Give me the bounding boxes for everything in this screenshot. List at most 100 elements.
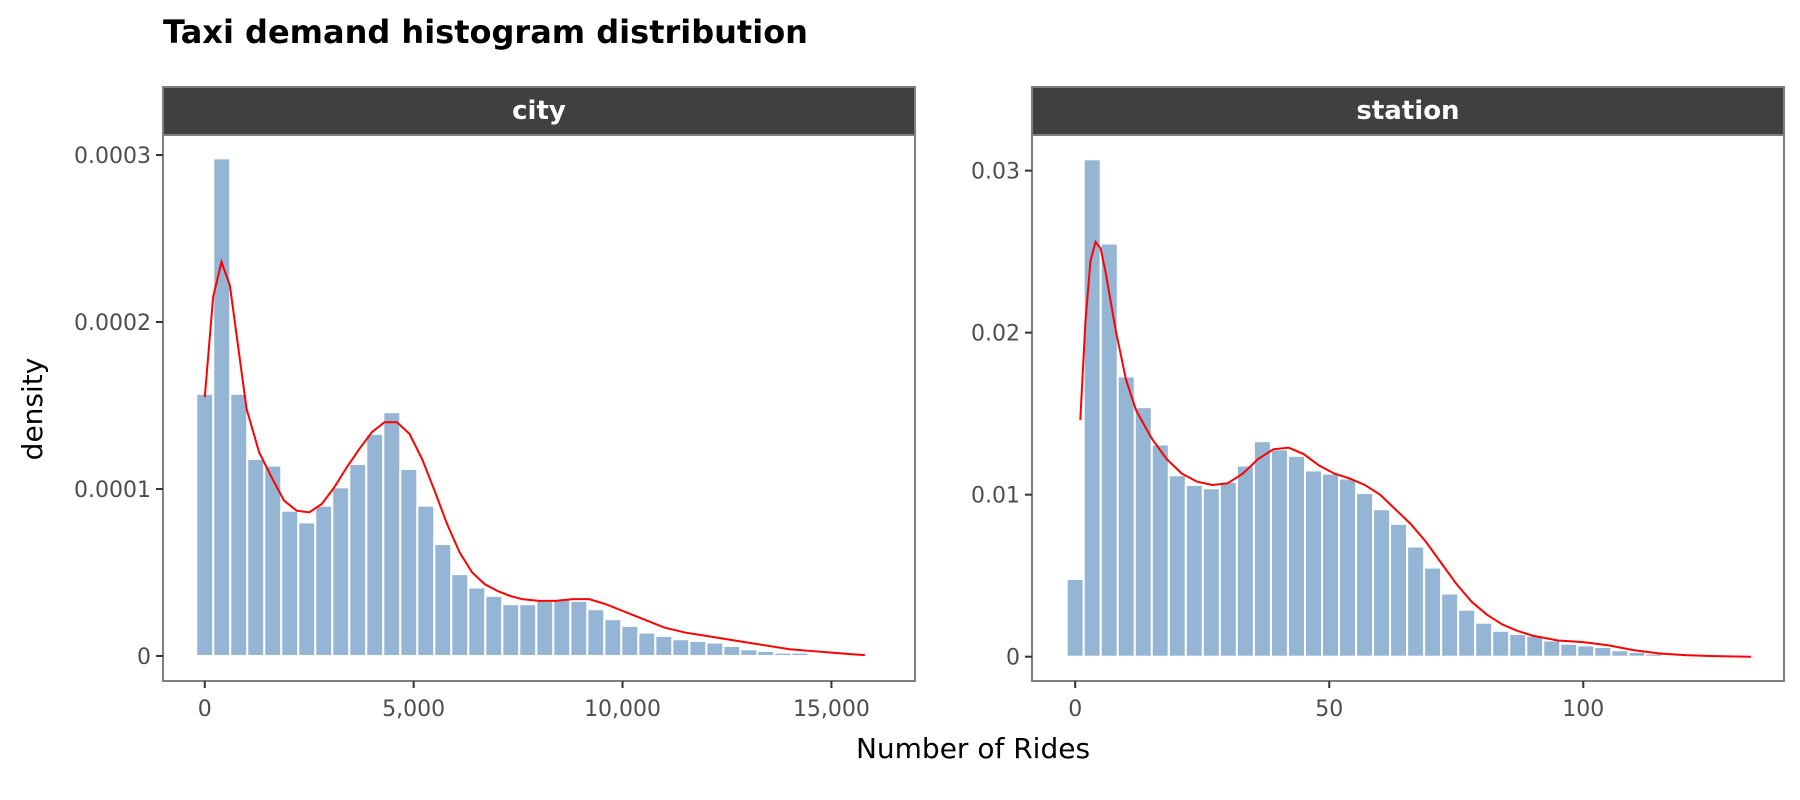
histogram-bar-station xyxy=(1508,633,1528,658)
x-tick-label-city: 5,000 xyxy=(382,697,445,722)
histogram-bar-station xyxy=(1252,440,1272,658)
histogram-bar-station xyxy=(1218,480,1238,658)
histogram-bar-station xyxy=(1355,492,1375,658)
x-tick-label-station: 50 xyxy=(1315,697,1343,722)
y-tick-label-city: 0 xyxy=(137,645,151,670)
histogram-bar-station xyxy=(1338,477,1358,658)
y-axis-city: 0 0.0001 0.0002 0.0003 xyxy=(74,144,163,670)
histogram-bar-city xyxy=(331,486,351,657)
y-tick-label-station: 0.02 xyxy=(971,322,1020,347)
facet-strip-station xyxy=(1031,86,1785,136)
histogram-bar-city xyxy=(212,157,232,657)
kde-curve-station xyxy=(1079,239,1751,658)
histogram-bar-station xyxy=(1423,566,1443,658)
histogram-bar-city xyxy=(501,603,521,657)
histogram-bar-station xyxy=(1389,522,1409,658)
histogram-bar-station xyxy=(1269,448,1289,658)
histogram-bar-city xyxy=(552,598,572,657)
y-tick-label-city: 0.0002 xyxy=(74,311,151,336)
facet-label-city: city xyxy=(512,96,566,126)
histogram-bar-city xyxy=(246,457,266,657)
histogram-bar-city xyxy=(739,648,759,657)
histogram-bar-city xyxy=(382,411,402,657)
x-tick-label-station: 0 xyxy=(1068,697,1082,722)
x-axis-station: 0 50 100 xyxy=(1068,681,1604,722)
histogram-bar-city xyxy=(620,624,640,657)
histogram-bar-city xyxy=(773,651,793,657)
facet-strip-city xyxy=(162,86,916,136)
histogram-bar-station xyxy=(1133,406,1153,658)
histogram-bar-city xyxy=(229,392,249,657)
histogram-bar-city xyxy=(790,651,810,657)
histogram-bar-station xyxy=(1286,454,1306,658)
histogram-bar-city xyxy=(637,631,657,657)
histogram-bar-station xyxy=(1593,645,1613,658)
histogram-bar-station xyxy=(1150,443,1170,658)
histogram-bar-station xyxy=(1082,158,1102,658)
histogram-bar-city xyxy=(416,504,436,657)
histogram-bar-station xyxy=(1440,592,1460,658)
histogram-bar-city xyxy=(654,634,674,657)
panel-station: station 0 0.01 0.02 0.03 0 50 100 xyxy=(971,86,1785,722)
x-tick-label-city: 15,000 xyxy=(793,697,870,722)
histogram-bar-station xyxy=(1372,508,1392,658)
histogram-bar-city xyxy=(450,573,470,657)
histogram-bar-station xyxy=(1474,621,1494,658)
y-tick-label-station: 0 xyxy=(1006,646,1020,671)
histogram-bar-city xyxy=(467,586,487,657)
histogram-bar-station xyxy=(1457,608,1477,658)
histogram-bar-city xyxy=(756,649,776,657)
histogram-bar-city xyxy=(399,467,419,657)
histogram-bar-city xyxy=(722,644,742,657)
histogram-bar-station xyxy=(1406,545,1426,658)
histogram-bar-station xyxy=(1065,577,1085,658)
histogram-bar-station xyxy=(1321,472,1341,658)
y-tick-label-station: 0.03 xyxy=(971,160,1020,185)
histogram-bar-station xyxy=(1559,642,1579,658)
histogram-bar-city xyxy=(348,462,368,657)
panel-city: city 0 0.0001 0.0002 0.0003 0 5,000 10,000 15,… xyxy=(74,86,916,722)
histogram-bar-city xyxy=(195,392,215,657)
histogram-bar-station xyxy=(1525,634,1545,658)
histogram-bar-station xyxy=(1627,650,1647,658)
histogram-bar-station xyxy=(1491,629,1511,658)
histogram-bar-city xyxy=(603,618,623,657)
histogram-bar-city xyxy=(518,603,538,657)
kde-curve-city xyxy=(203,258,865,657)
histogram-bar-city xyxy=(807,653,827,657)
histogram-bar-city xyxy=(314,504,334,657)
histogram-bar-city xyxy=(688,639,708,657)
x-axis-title: Number of Rides xyxy=(856,732,1090,765)
histogram-bar-station xyxy=(1235,464,1255,658)
y-axis-title: density xyxy=(16,358,49,461)
histogram-bar-station xyxy=(1201,487,1221,658)
bars-city xyxy=(195,157,878,657)
chart-title: Taxi demand histogram distribution xyxy=(163,13,808,51)
histogram-bar-city xyxy=(535,599,555,657)
histogram-bar-city xyxy=(484,594,504,657)
histogram-bar-station xyxy=(1542,639,1562,658)
histogram-bar-city xyxy=(280,509,300,657)
histogram-bar-city xyxy=(671,638,691,657)
x-tick-label-station: 100 xyxy=(1562,697,1604,722)
y-axis-station: 0 0.01 0.02 0.03 xyxy=(971,160,1032,671)
histogram-bar-city xyxy=(569,599,589,657)
histogram-bar-city xyxy=(824,653,844,657)
histogram-bar-station xyxy=(1167,474,1187,658)
histogram-bar-city xyxy=(263,464,283,657)
histogram-bar-city xyxy=(297,521,317,657)
y-tick-label-city: 0.0003 xyxy=(74,144,151,169)
x-tick-label-city: 10,000 xyxy=(584,697,661,722)
histogram-bar-city xyxy=(365,432,385,657)
histogram-bar-station xyxy=(1576,644,1596,658)
histogram-bar-city xyxy=(586,608,606,657)
facet-label-station: station xyxy=(1356,96,1459,126)
x-tick-label-city: 0 xyxy=(198,697,212,722)
y-tick-label-city: 0.0001 xyxy=(74,478,151,503)
histogram-bar-city xyxy=(433,543,453,657)
histogram-bar-city xyxy=(705,641,725,657)
histogram-bar-station xyxy=(1099,242,1119,658)
x-axis-city: 0 5,000 10,000 15,000 xyxy=(198,681,870,722)
histogram-bar-station xyxy=(1303,469,1323,658)
